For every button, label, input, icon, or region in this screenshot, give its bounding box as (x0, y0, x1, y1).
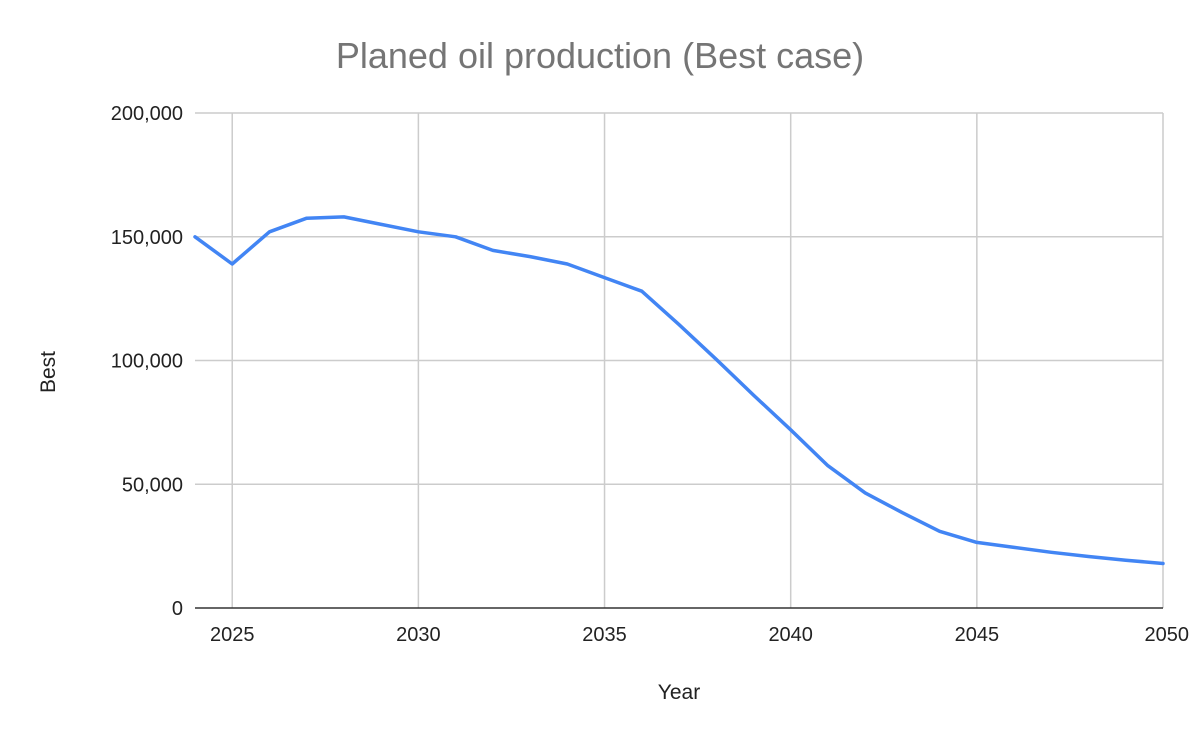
y-tick-label: 50,000 (122, 474, 183, 496)
x-tick-label: 2040 (768, 624, 813, 646)
series-line (193, 215, 1165, 566)
series-layer (193, 215, 1165, 566)
x-tick-label: 2035 (582, 624, 627, 646)
x-tick-label: 2025 (210, 624, 255, 646)
y-tick-label: 100,000 (111, 351, 183, 373)
x-axis-label: Year (658, 681, 700, 704)
gridlines (195, 112, 1164, 608)
x-tick-label: 2050 (1145, 624, 1190, 646)
tick-labels: 0 50,000 100,000 150,000 200,000 2025 2030 2035… (111, 103, 1189, 646)
y-tick-label: 0 (172, 598, 183, 620)
chart-title: Planed oil production (Best case) (336, 35, 864, 76)
y-axis-label: Best (37, 351, 60, 393)
y-tick-label: 150,000 (111, 227, 183, 249)
x-tick-label: 2030 (396, 624, 441, 646)
x-tick-label: 2045 (955, 624, 1000, 646)
y-tick-label: 200,000 (111, 103, 183, 125)
